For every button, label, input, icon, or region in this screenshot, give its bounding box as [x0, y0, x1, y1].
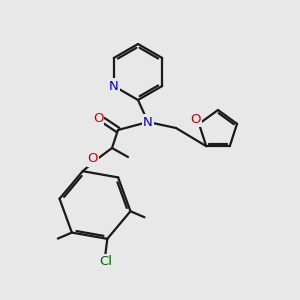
Text: N: N [109, 80, 118, 92]
Text: Cl: Cl [99, 255, 112, 268]
Text: O: O [93, 112, 103, 124]
Text: N: N [143, 116, 153, 128]
Text: O: O [88, 152, 98, 166]
Text: O: O [191, 113, 201, 126]
